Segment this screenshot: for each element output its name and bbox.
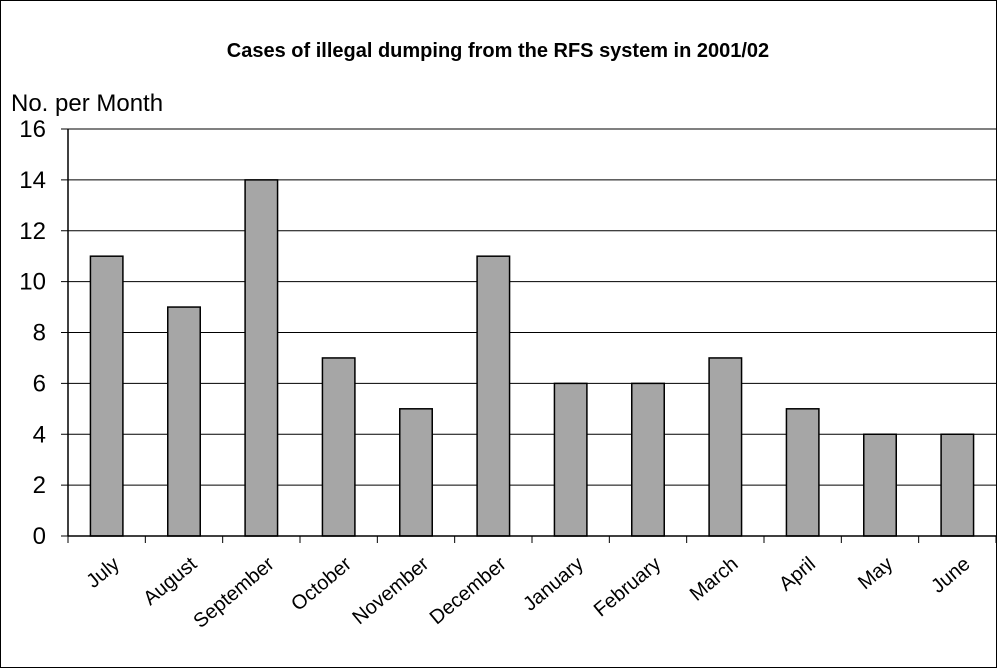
x-tick-label-november: November	[348, 553, 433, 629]
bar-december	[476, 255, 511, 537]
y-tick-label: 0	[33, 523, 46, 550]
y-tick-label: 8	[33, 320, 46, 347]
x-tick-label-april: April	[775, 553, 820, 596]
y-tick-labels: 0 2 4 6 8 10 12 14 16	[19, 116, 46, 550]
x-tick-label-december: December	[426, 553, 511, 629]
bar-july	[89, 255, 124, 537]
bar-august	[167, 306, 201, 537]
bar-january	[553, 382, 588, 537]
y-tick-label: 10	[19, 269, 46, 296]
x-tick-label-may: May	[854, 553, 897, 594]
y-tick-label: 4	[33, 421, 46, 448]
x-tick-label-october: October	[287, 553, 356, 616]
bars	[89, 179, 975, 537]
axes	[61, 128, 996, 543]
y-tick-label: 12	[19, 218, 46, 245]
bar-october	[321, 357, 356, 537]
x-tick-label-february: February	[590, 553, 665, 621]
y-tick-label: 2	[33, 472, 46, 499]
bar-september	[244, 179, 279, 537]
chart-title: Cases of illegal dumping from the RFS sy…	[227, 40, 769, 62]
y-tick-label: 14	[19, 167, 46, 194]
bar-february	[631, 382, 665, 537]
x-tick-label-march: March	[686, 553, 743, 606]
y-axis-label: No. per Month	[11, 90, 163, 117]
x-tick-label-september: September	[189, 553, 278, 633]
bar-march	[708, 357, 743, 537]
x-tick-label-august: August	[139, 553, 201, 610]
x-tick-label-january: January	[519, 553, 588, 616]
y-tick-label: 16	[19, 116, 46, 143]
x-tick-label-june: June	[927, 553, 974, 598]
bar-june	[940, 433, 975, 537]
gridlines	[68, 128, 996, 486]
bar-november	[399, 408, 433, 537]
bar-april	[785, 408, 820, 537]
bar-may	[863, 433, 897, 537]
y-tick-label: 6	[33, 370, 46, 397]
x-tick-label-july: July	[82, 553, 123, 593]
